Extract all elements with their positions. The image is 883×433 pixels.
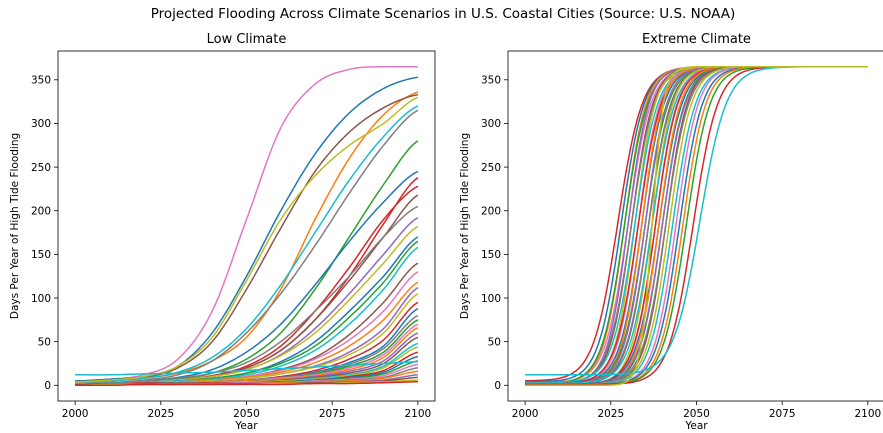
x-tick-label: 2000 — [512, 408, 539, 420]
series-line-28 — [525, 65, 868, 386]
series-line-3 — [525, 65, 868, 383]
series-line-24 — [525, 65, 868, 386]
x-tick-label: 2050 — [683, 408, 710, 420]
y-tick-label: 50 — [488, 336, 501, 348]
x-tick-label: 2050 — [233, 408, 260, 420]
y-tick-label: 0 — [494, 380, 501, 392]
y-tick-label: 100 — [481, 293, 501, 305]
x-tick-label: 2100 — [854, 408, 881, 420]
series-line-41 — [75, 360, 418, 376]
figure-suptitle: Projected Flooding Across Climate Scenar… — [151, 6, 735, 22]
series-line-18 — [525, 65, 868, 386]
series-line-7 — [75, 140, 419, 385]
y-tick-label: 300 — [31, 118, 51, 130]
x-tick-label: 2025 — [147, 408, 174, 420]
series-line-8 — [525, 65, 868, 385]
series-line-6 — [525, 65, 868, 385]
x-tick-label: 2000 — [62, 408, 89, 420]
series-line-33 — [525, 65, 868, 386]
series-line-3 — [75, 91, 419, 384]
y-tick-label: 0 — [44, 380, 51, 392]
series-line-11 — [75, 185, 419, 385]
series-line-13 — [525, 65, 868, 385]
x-tick-label: 2075 — [319, 408, 346, 420]
series-line-4 — [75, 93, 419, 383]
series-line-34 — [525, 65, 868, 386]
series-line-14 — [525, 65, 868, 385]
x-axis-label: Year — [234, 420, 258, 432]
series-group — [525, 65, 868, 387]
series-line-15 — [525, 65, 868, 386]
series-line-19 — [525, 65, 868, 386]
series-line-30 — [525, 65, 868, 386]
series-line-16 — [525, 65, 868, 385]
y-axis-label: Days Per Year of High Tide Flooding — [9, 133, 21, 319]
series-line-20 — [525, 65, 868, 385]
series-line-7 — [525, 65, 868, 384]
y-tick-label: 300 — [481, 118, 501, 130]
x-axis-label: Year — [684, 420, 708, 432]
series-line-12 — [525, 65, 868, 385]
chart-panel-1: 2000 2025 2050 2075 2100 0 50 100 150 200 250 300 35… — [9, 32, 436, 432]
series-line-22 — [525, 65, 868, 386]
series-line-1 — [525, 65, 868, 384]
y-tick-label: 150 — [31, 249, 51, 261]
series-line-29 — [525, 65, 868, 386]
y-tick-label: 100 — [31, 293, 51, 305]
series-line-23 — [525, 65, 868, 386]
series-line-17 — [525, 65, 868, 386]
series-line-27 — [525, 65, 868, 386]
series-line-5 — [525, 65, 868, 385]
series-line-2 — [525, 65, 868, 382]
series-line-8 — [75, 96, 419, 383]
series-line-37 — [525, 65, 868, 387]
y-tick-label: 250 — [31, 162, 51, 174]
y-tick-label: 350 — [31, 75, 51, 87]
y-tick-label: 50 — [38, 336, 51, 348]
chart-panel-2: 2000 2025 2050 2075 2100 0 50 100 150 200 250 300 35… — [459, 32, 883, 432]
series-line-26 — [525, 65, 868, 386]
series-group — [75, 65, 419, 387]
series-line-4 — [525, 65, 868, 384]
y-tick-label: 250 — [481, 162, 501, 174]
y-axis-label: Days Per Year of High Tide Flooding — [459, 133, 471, 319]
x-tick-label: 2100 — [404, 408, 431, 420]
series-line-10 — [525, 65, 868, 384]
series-line-35 — [525, 65, 868, 386]
y-tick-label: 350 — [481, 75, 501, 87]
series-line-18 — [75, 246, 419, 385]
x-tick-label: 2075 — [769, 408, 796, 420]
x-tick-label: 2025 — [597, 408, 624, 420]
y-tick-label: 200 — [31, 206, 51, 218]
series-line-44 — [75, 381, 418, 387]
series-line-5 — [75, 105, 419, 384]
y-tick-label: 150 — [481, 249, 501, 261]
series-line-31 — [525, 65, 868, 386]
chart-title: Extreme Climate — [642, 32, 751, 47]
y-tick-label: 200 — [481, 206, 501, 218]
series-line-21 — [525, 65, 868, 386]
series-line-32 — [525, 65, 868, 386]
series-line-11 — [525, 65, 868, 385]
series-line-2 — [75, 76, 419, 382]
chart-title: Low Climate — [207, 32, 287, 47]
series-line-25 — [525, 65, 868, 386]
series-line-9 — [525, 65, 868, 385]
series-line-1 — [75, 65, 418, 382]
series-line-36 — [525, 65, 868, 376]
